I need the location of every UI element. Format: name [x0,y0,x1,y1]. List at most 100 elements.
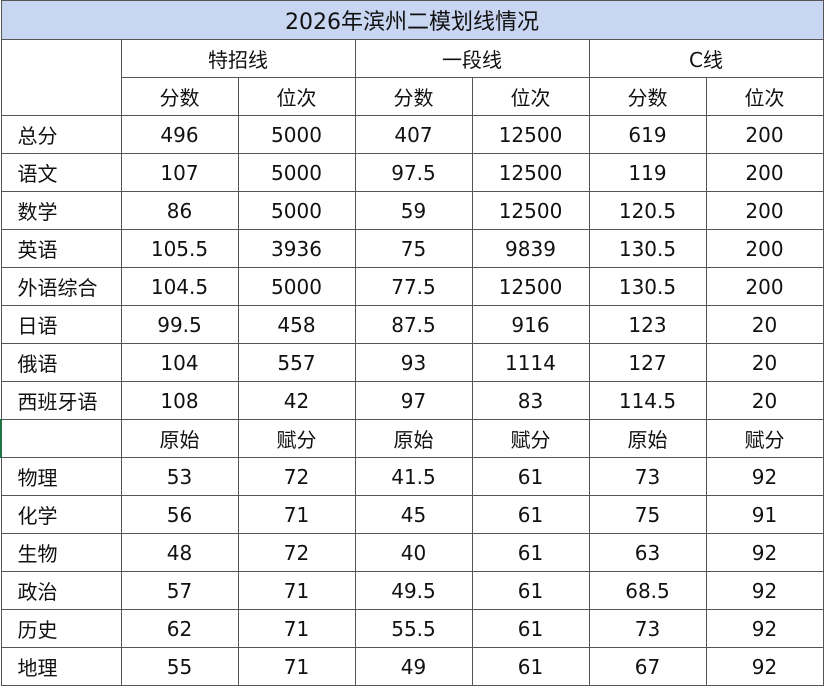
sub-header: 位次 [705,77,824,116]
row-label: 语文 [0,153,122,192]
blank-cell [0,419,122,458]
cell-value: 72 [237,533,356,572]
cell-value: 83 [471,381,590,420]
sub-header: 分数 [354,77,473,116]
cell-value: 5000 [237,115,356,154]
cell-value: 62 [120,609,239,648]
cell-value: 3936 [237,229,356,268]
cell-value: 73 [588,609,707,648]
table-title: 2026年滨州二模划线情况 [0,0,824,40]
cell-value: 73 [588,457,707,496]
row-label: 总分 [0,115,122,154]
cell-value: 71 [237,647,356,686]
group-header: 特招线 [120,39,356,78]
table-row: 地理 55 71 49 61 67 92 [0,647,824,686]
group-header: 一段线 [354,39,590,78]
cell-value: 56 [120,495,239,534]
cell-value: 71 [237,609,356,648]
cell-value: 104 [120,343,239,382]
cell-value: 61 [471,609,590,648]
table-row: 数学 86 5000 59 12500 120.5 200 [0,191,824,230]
cell-value: 1114 [471,343,590,382]
cell-value: 200 [705,153,824,192]
row-label: 英语 [0,229,122,268]
cell-value: 12500 [471,115,590,154]
cell-value: 41.5 [354,457,473,496]
cell-value: 77.5 [354,267,473,306]
cell-value: 458 [237,305,356,344]
table-row: 化学 56 71 45 61 75 91 [0,495,824,534]
cell-value: 92 [705,609,824,648]
table-row: 语文 107 5000 97.5 12500 119 200 [0,153,824,192]
cell-value: 71 [237,571,356,610]
cell-value: 123 [588,305,707,344]
subject-label: 历史 [0,609,122,648]
cell-value: 86 [120,191,239,230]
cell-value: 91 [705,495,824,534]
cell-value: 99.5 [120,305,239,344]
row-label: 日语 [0,305,122,344]
table-row: 日语 99.5 458 87.5 916 123 20 [0,305,824,344]
cell-value: 496 [120,115,239,154]
cell-value: 5000 [237,153,356,192]
cell-value: 49.5 [354,571,473,610]
cell-value: 130.5 [588,267,707,306]
cell-value: 61 [471,457,590,496]
cell-value: 53 [120,457,239,496]
table-row: 生物 48 72 40 61 63 92 [0,533,824,572]
cell-value: 57 [120,571,239,610]
table-row: 分数 位次 分数 位次 分数 位次 [1,77,824,116]
cell-value: 61 [471,571,590,610]
cell-value: 12500 [471,267,590,306]
cell-value: 87.5 [354,305,473,344]
cell-value: 127 [588,343,707,382]
cell-value: 5000 [237,267,356,306]
cell-value: 557 [237,343,356,382]
subject-label: 物理 [0,457,122,496]
cell-value: 75 [354,229,473,268]
table-row: 物理 53 72 41.5 61 73 92 [0,457,824,496]
sub-header: 分数 [120,77,239,116]
table-row: 俄语 104 557 93 1114 127 20 [0,343,824,382]
subject-label: 地理 [0,647,122,686]
cell-value: 20 [705,381,824,420]
cell-value: 92 [705,457,824,496]
cell-value: 114.5 [588,381,707,420]
cell-value: 93 [354,343,473,382]
cell-value: 55.5 [354,609,473,648]
cell-value: 97.5 [354,153,473,192]
subject-header: 赋分 [471,419,590,458]
cell-value: 107 [120,153,239,192]
cell-value: 200 [705,229,824,268]
table-row: 西班牙语 108 42 97 83 114.5 20 [0,381,824,420]
subject-header: 赋分 [237,419,356,458]
cell-value: 104.5 [120,267,239,306]
cell-value: 72 [237,457,356,496]
sub-header: 位次 [471,77,590,116]
cell-value: 61 [471,495,590,534]
cell-value: 92 [705,571,824,610]
cell-value: 200 [705,191,824,230]
subject-header: 原始 [588,419,707,458]
cell-value: 59 [354,191,473,230]
group-header: C线 [588,39,824,78]
table-row: 总分 496 5000 407 12500 619 200 [0,115,824,154]
cell-value: 40 [354,533,473,572]
subject-header: 原始 [354,419,473,458]
cell-value: 55 [120,647,239,686]
cell-value: 200 [705,267,824,306]
cell-value: 5000 [237,191,356,230]
cell-value: 9839 [471,229,590,268]
table-row: 原始 赋分 原始 赋分 原始 赋分 [0,419,824,458]
cell-value: 407 [354,115,473,154]
corner-cell [0,39,122,116]
cell-value: 20 [705,343,824,382]
cell-value: 92 [705,647,824,686]
cell-value: 48 [120,533,239,572]
sub-header: 位次 [237,77,356,116]
table-row: 英语 105.5 3936 75 9839 130.5 200 [0,229,824,268]
cell-value: 75 [588,495,707,534]
subject-label: 生物 [0,533,122,572]
cell-value: 20 [705,305,824,344]
